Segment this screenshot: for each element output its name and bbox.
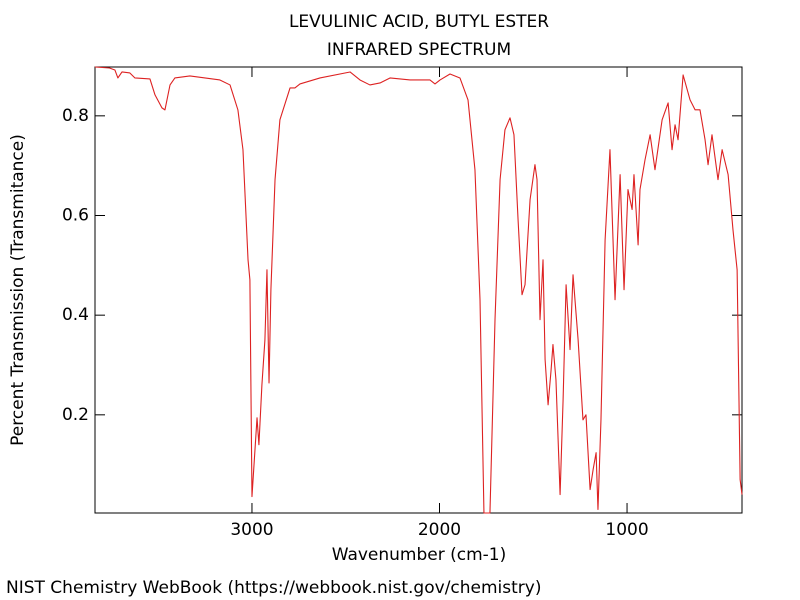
y-tick-label: 0.4 <box>62 305 89 325</box>
y-axis-label: Percent Transmission (Transmitance) <box>8 134 28 446</box>
y-tick-label: 0.2 <box>62 405 89 425</box>
plot-frame <box>94 66 743 514</box>
spectrum-line <box>94 66 743 514</box>
y-tick-label: 0.6 <box>62 206 89 226</box>
x-tick-label: 2000 <box>418 520 461 540</box>
chart-subtitle: INFRARED SPECTRUM <box>327 40 511 60</box>
x-axis-label: Wavenumber (cm-1) <box>332 545 507 565</box>
x-tick-label: 3000 <box>230 520 273 540</box>
y-tick-label: 0.8 <box>62 106 89 126</box>
chart-title: LEVULINIC ACID, BUTYL ESTER <box>289 12 549 32</box>
footer: NIST Chemistry WebBook (https://webbook.… <box>6 578 541 598</box>
x-tick-label: 1000 <box>605 520 648 540</box>
